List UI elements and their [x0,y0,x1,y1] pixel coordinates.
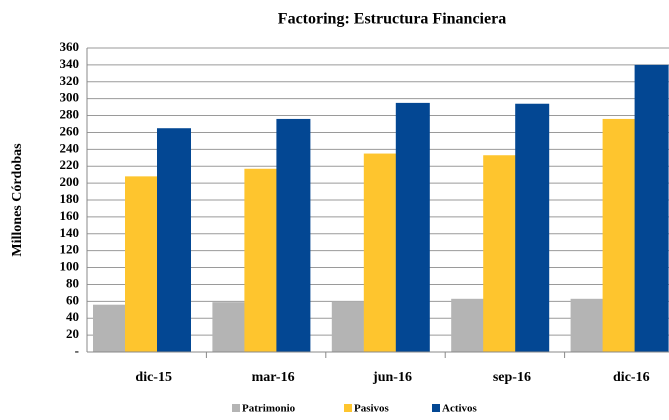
x-tick-label: dic-15 [135,370,172,385]
y-tick-label: 200 [60,174,80,189]
y-tick-label: 60 [66,292,79,307]
y-tick-label: 260 [60,123,80,138]
y-tick-label: 180 [60,191,80,206]
y-tick-label: 280 [60,107,80,122]
y-tick-label: 220 [60,157,80,172]
bar [570,298,605,352]
bar [244,168,279,352]
bar [395,102,430,352]
y-tick-label: 20 [66,326,79,341]
bar [515,103,550,352]
y-tick-label: - [75,343,79,358]
legend-label: Pasivos [354,403,390,415]
legend-swatch [344,404,352,412]
y-tick-label: 140 [60,225,80,240]
bar [93,304,127,352]
x-tick-label: mar-16 [252,370,295,385]
y-tick-label: 80 [66,275,79,290]
y-tick-label: 120 [60,242,80,257]
y-tick-label: 360 [60,39,80,54]
chart-title: Factoring: Estructura Financiera [278,11,506,28]
bar [331,301,366,352]
y-tick-label: 300 [60,90,80,105]
bar [634,64,669,352]
y-tick-label: 320 [60,73,80,88]
bar [602,118,637,352]
bar [157,128,191,352]
y-tick-label: 340 [60,56,80,71]
bar [451,298,486,352]
y-tick-label: 100 [60,259,80,274]
x-tick-label: sep-16 [493,370,531,385]
bar [125,176,159,352]
x-tick-label: jun-16 [372,370,412,385]
bar [483,155,518,352]
x-tick-label: dic-16 [613,370,650,385]
y-axis-label: Millones Córdobas [10,143,25,257]
y-tick-label: 40 [66,309,79,324]
y-tick-label: 240 [60,140,80,155]
bar [212,302,247,352]
legend-swatch [432,404,440,412]
legend-label: Patrimonio [242,403,296,415]
bar [276,118,311,352]
legend-label: Activos [442,403,478,415]
legend-swatch [232,404,240,412]
y-tick-label: 160 [60,208,80,223]
bar [363,153,398,352]
